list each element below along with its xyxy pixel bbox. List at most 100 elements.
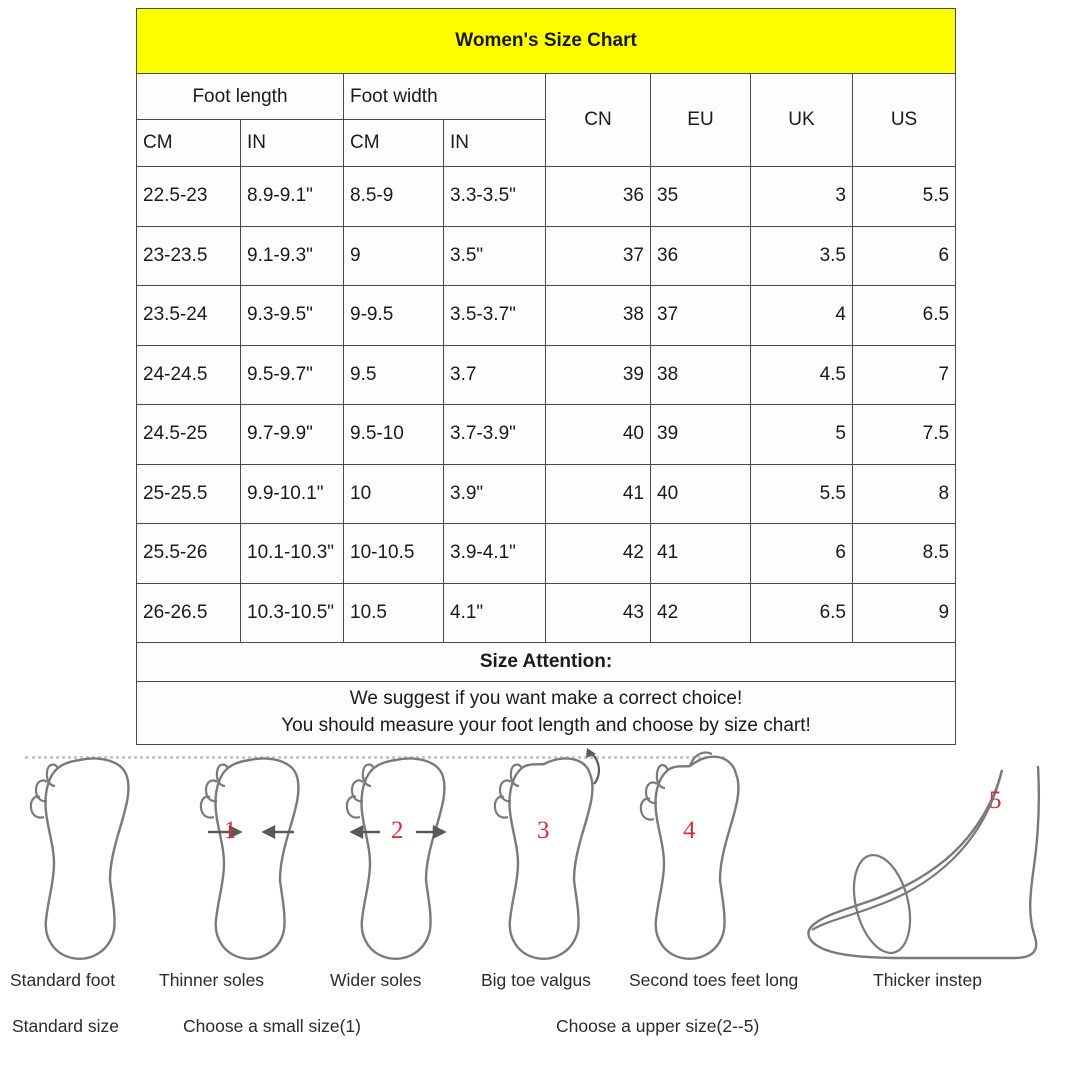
group-header-foot-length: Foot length [136,73,344,120]
cell-width-cm: 9.5 [343,344,444,405]
standard-foot-icon [29,757,130,960]
cell-length-in: 9.7-9.9" [240,404,344,465]
cell-eu: 35 [650,166,751,227]
inward-arrows-icon [208,825,294,839]
wider-soles-foot-icon [345,757,447,960]
foot-caption-standard: Standard foot [10,970,116,990]
cell-width-cm: 9.5-10 [343,404,444,465]
cell-eu: 40 [650,463,751,524]
column-header-us: US [851,73,957,167]
cell-length-in: 9.5-9.7" [240,344,344,405]
cell-width-in: 3.5-3.7" [443,285,546,346]
cell-length-cm: 23.5-24 [136,285,241,346]
cell-width-in: 3.7 [443,344,546,405]
cell-width-in: 3.9-4.1" [443,523,546,584]
group-header-foot-width: Foot width [343,73,546,120]
foot-caption-second-toes-long: Second toes feet long [629,970,799,990]
column-header-width-cm: CM [343,119,444,167]
cell-uk: 4.5 [750,344,853,405]
cell-width-in: 3.7-3.9" [443,404,546,465]
bottom-label-small-size: Choose a small size(1) [183,1016,361,1036]
cell-length-cm: 22.5-23 [136,166,241,227]
table-row: 23.5-24 9.3-9.5" 9-9.5 3.5-3.7" 38 37 4 … [136,285,957,346]
cell-uk: 5.5 [750,463,853,524]
cell-eu: 42 [650,582,751,643]
foot-number-2: 2 [391,817,404,844]
thicker-instep-foot-icon [807,765,1040,960]
column-header-cn: CN [545,73,651,167]
cell-cn: 43 [545,582,651,643]
table-row: 26-26.5 10.3-10.5" 10.5 4.1" 43 42 6.5 9 [136,582,957,643]
cell-eu: 37 [650,285,751,346]
column-header-eu: EU [650,73,751,167]
cell-us: 9 [851,582,957,643]
cell-length-cm: 24.5-25 [136,404,241,465]
big-toe-valgus-foot-icon [493,748,600,960]
instep-band-icon [852,853,912,955]
cell-length-in: 10.3-10.5" [240,582,344,643]
cell-us: 8 [851,463,957,524]
table-row: 23-23.5 9.1-9.3" 9 3.5" 37 36 3.5 6 [136,225,957,286]
cell-eu: 39 [650,404,751,465]
alignment-guide-line [25,756,725,759]
cell-width-cm: 10.5 [343,582,444,643]
size-chart-table: Women's Size Chart Foot length Foot widt… [135,8,957,745]
cell-uk: 4 [750,285,853,346]
cell-us: 7.5 [851,404,957,465]
column-header-width-in: IN [443,119,546,167]
foot-number-5: 5 [989,787,1002,814]
cell-width-cm: 9 [343,225,444,286]
foot-caption-thinner-soles: Thinner soles [159,970,265,990]
cell-length-in: 8.9-9.1" [240,166,344,227]
cell-uk: 3 [750,166,853,227]
column-header-length-in: IN [240,119,344,167]
cell-cn: 36 [545,166,651,227]
cell-length-cm: 26-26.5 [136,582,241,643]
cell-length-in: 10.1-10.3" [240,523,344,584]
cell-width-in: 3.5" [443,225,546,286]
cell-length-cm: 25.5-26 [136,523,241,584]
cell-length-in: 9.1-9.3" [240,225,344,286]
foot-number-3: 3 [537,817,550,844]
cell-eu: 36 [650,225,751,286]
cell-us: 6.5 [851,285,957,346]
table-row: 24-24.5 9.5-9.7" 9.5 3.7 39 38 4.5 7 [136,344,957,405]
cell-length-in: 9.9-10.1" [240,463,344,524]
cell-cn: 37 [545,225,651,286]
cell-width-cm: 9-9.5 [343,285,444,346]
table-title-row: Women's Size Chart [135,8,957,74]
cell-width-cm: 8.5-9 [343,166,444,227]
size-note-row: We suggest if you want make a correct ch… [135,681,957,745]
size-note: We suggest if you want make a correct ch… [135,681,957,745]
outward-arrows-icon [349,825,447,839]
cell-width-in: 4.1" [443,582,546,643]
foot-caption-wider-soles: Wider soles [330,970,422,990]
table-row: 24.5-25 9.7-9.9" 9.5-10 3.7-3.9" 40 39 5… [136,404,957,465]
cell-uk: 6 [750,523,853,584]
cell-uk: 5 [750,404,853,465]
cell-cn: 40 [545,404,651,465]
cell-cn: 38 [545,285,651,346]
foot-number-1: 1 [224,817,237,844]
column-header-uk: UK [750,73,853,167]
cell-eu: 41 [650,523,751,584]
size-attention-row: Size Attention: [135,642,957,682]
table-group-header-row: Foot length Foot width CN EU UK US [136,73,957,167]
cell-width-in: 3.3-3.5" [443,166,546,227]
cell-uk: 3.5 [750,225,853,286]
bottom-label-upper-size: Choose a upper size(2--5) [556,1016,760,1036]
table-unit-header-row: CM IN CM IN [136,119,956,167]
page-title: Women's Size Chart [135,8,957,74]
table-row: 25.5-26 10.1-10.3" 10-10.5 3.9-4.1" 42 4… [136,523,957,584]
cell-length-in: 9.3-9.5" [240,285,344,346]
cell-us: 5.5 [851,166,957,227]
cell-uk: 6.5 [750,582,853,643]
cell-us: 6 [851,225,957,286]
cell-us: 7 [851,344,957,405]
cell-width-cm: 10-10.5 [343,523,444,584]
column-header-length-cm: CM [136,119,241,167]
second-toe-long-foot-icon [639,751,740,960]
cell-length-cm: 23-23.5 [136,225,241,286]
cell-cn: 39 [545,344,651,405]
cell-us: 8.5 [851,523,957,584]
